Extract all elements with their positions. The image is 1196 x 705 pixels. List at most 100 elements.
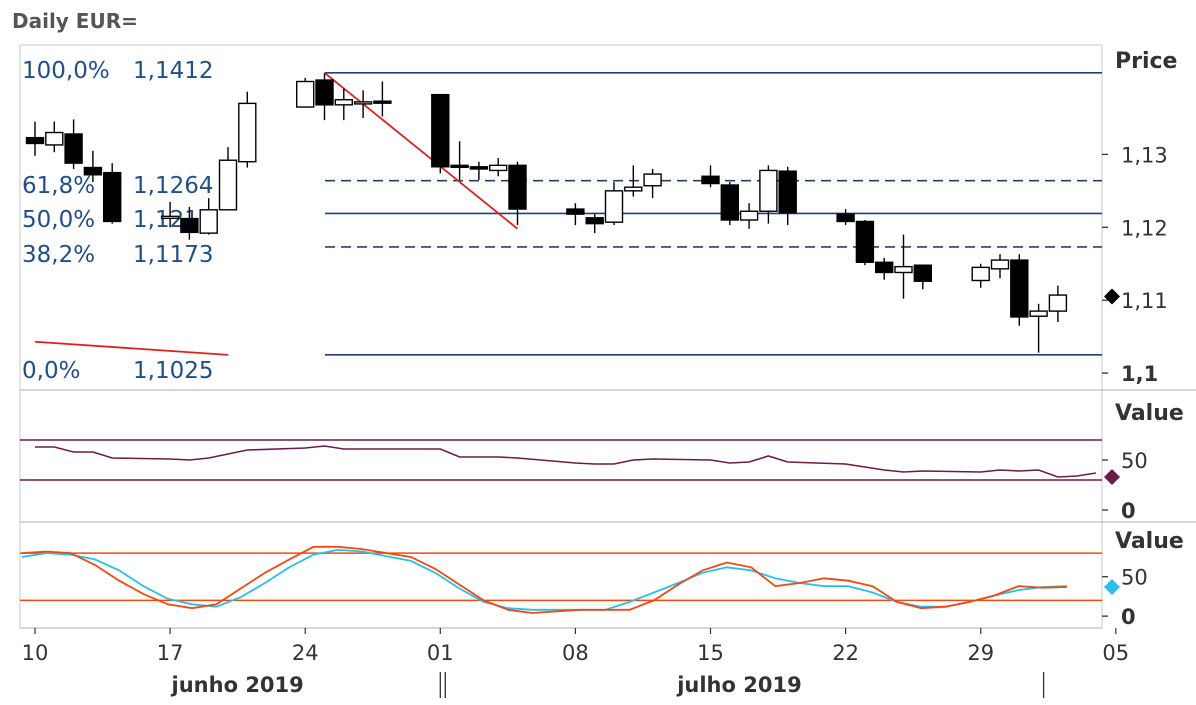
candle [894, 234, 913, 299]
candle-body [875, 261, 894, 274]
fibonacci-percent: 50,0% [22, 207, 95, 233]
candle [469, 161, 489, 180]
candle [701, 165, 720, 188]
candle [720, 182, 739, 226]
candle-body [160, 215, 180, 220]
price-axis-ticks: 1,13 1,12 1,11 1,1 [1102, 143, 1168, 386]
candle [64, 119, 83, 169]
fibonacci-lines [325, 71, 1102, 356]
candle [315, 72, 334, 121]
x-tick-label: 29 [967, 641, 994, 665]
trend-lines [34, 72, 519, 356]
candle-body [180, 217, 199, 234]
candle [431, 93, 450, 174]
x-axis: 10 17 24 01 08 15 22 29 05 junho 2019 julho 2019 [22, 628, 1129, 698]
x-tick-label: 08 [562, 641, 589, 665]
price-tick-label: 1,13 [1121, 143, 1168, 167]
candle [160, 201, 180, 228]
candle-body [469, 166, 489, 170]
rsi-tick-label: 50 [1121, 449, 1148, 473]
x-tick-label: 17 [157, 641, 184, 665]
candle [1048, 285, 1068, 323]
candle-body [720, 184, 739, 221]
candle [1029, 303, 1048, 353]
candle-body [604, 190, 624, 223]
fibonacci-percent: 38,2% [22, 242, 95, 268]
candle [238, 91, 257, 168]
candle [566, 203, 585, 226]
candle-body [913, 264, 932, 282]
candle-body [238, 102, 257, 163]
x-tick-label: 24 [292, 641, 319, 665]
stochastic-marker-icon [1104, 578, 1120, 595]
candle-body [778, 170, 797, 214]
price-marker-icon [1104, 288, 1120, 305]
candle [971, 263, 990, 288]
candle-body [585, 217, 604, 225]
candle-body [45, 131, 64, 146]
candle [180, 206, 199, 240]
stochastic-tick-label: 0 [1121, 605, 1136, 629]
candle [990, 254, 1010, 279]
candle-body [739, 210, 759, 221]
price-tick-label: 1,11 [1121, 289, 1168, 313]
candle-body [373, 100, 392, 104]
rsi-panel: Value 50 0 [20, 401, 1184, 523]
candle-body [701, 175, 720, 185]
candle [450, 141, 469, 180]
candle [875, 257, 894, 280]
candle-body [971, 266, 990, 282]
candle [585, 214, 604, 234]
candle [373, 81, 392, 117]
candle [25, 121, 45, 156]
candle [604, 182, 624, 226]
candle-body [431, 93, 450, 168]
candle-body [1010, 259, 1029, 318]
candle [624, 165, 643, 197]
candle-body [855, 220, 875, 263]
candle-body [64, 133, 83, 164]
candle [508, 161, 527, 226]
stochastic-content: 50 0 [20, 545, 1148, 629]
candle [45, 121, 64, 153]
candle [102, 163, 122, 224]
candle-body [218, 159, 238, 211]
candle-body [353, 101, 373, 105]
x-tick-label: 22 [832, 641, 859, 665]
candle [643, 168, 662, 199]
candle [353, 90, 373, 118]
candle-body [489, 164, 508, 172]
rsi-tick-label: 0 [1121, 499, 1136, 523]
fibonacci-value: 1,1173 [133, 242, 213, 268]
x-tick-label: 05 [1102, 641, 1129, 665]
month-label: junho 2019 [171, 673, 304, 697]
candle [489, 158, 508, 177]
rsi-marker-icon [1104, 469, 1120, 485]
stochastic-d-line [21, 545, 1068, 614]
candle [296, 77, 315, 108]
price-tick-label: 1,1 [1121, 362, 1158, 386]
candle-body [102, 171, 122, 223]
chart-title: Daily EUR= [12, 9, 138, 33]
price-axis-title: Price [1115, 49, 1177, 74]
candle [1010, 254, 1029, 326]
candle [759, 165, 778, 224]
rsi-series-line [35, 445, 1097, 478]
trend-line [34, 340, 229, 356]
candle [83, 150, 103, 183]
candle [334, 88, 353, 121]
candle-body [990, 259, 1010, 270]
fibonacci-value: 1,1412 [133, 58, 213, 84]
candle [913, 264, 932, 290]
x-tick-label: 15 [697, 641, 724, 665]
candle-body [450, 164, 469, 169]
candles [25, 72, 1068, 353]
fibonacci-percent: 61,8% [22, 173, 95, 199]
x-tick-label: 01 [427, 641, 454, 665]
candle-body [836, 213, 855, 223]
candle-body [624, 186, 643, 192]
candle [855, 220, 875, 266]
candle-body [83, 166, 103, 176]
